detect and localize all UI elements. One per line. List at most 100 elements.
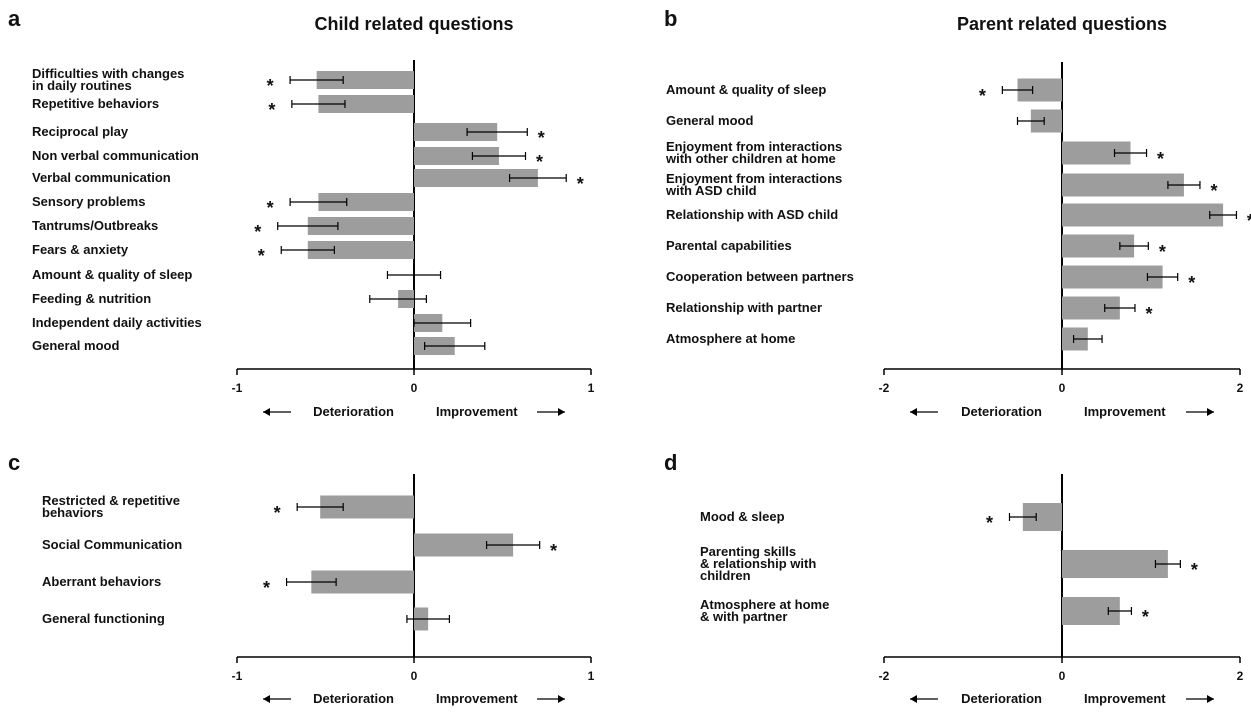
category-label-c-2: Aberrant behaviors (42, 574, 161, 589)
significance-star-a-5: * (267, 198, 274, 218)
bar-a-6 (307, 217, 414, 235)
significance-star-b-6: * (1188, 273, 1195, 293)
x-tick-label-c-2: 1 (588, 669, 595, 683)
bar-b-4 (1062, 203, 1224, 227)
significance-star-b-0: * (979, 86, 986, 106)
category-label-a-10: Independent daily activities (32, 315, 202, 330)
significance-star-b-3: * (1210, 181, 1217, 201)
bar-b-6 (1062, 265, 1163, 289)
category-label-a-7: Fears & anxiety (32, 242, 129, 257)
arrowhead-right-d (1207, 695, 1214, 703)
category-label-a-9: Feeding & nutrition (32, 291, 151, 306)
significance-star-d-0: * (986, 513, 993, 533)
significance-star-b-2: * (1157, 149, 1164, 169)
bar-c-0 (320, 495, 414, 519)
category-label-c-1: Social Communication (42, 537, 182, 552)
arrowhead-left-b (910, 408, 917, 416)
category-label-d-0: Mood & sleep (700, 509, 785, 524)
x-tick-label-b-1: 0 (1059, 381, 1066, 395)
category-label-d-1: Parenting skills & relationship with child… (700, 544, 816, 583)
category-label-a-8: Amount & quality of sleep (32, 267, 192, 282)
bar-b-7 (1062, 296, 1120, 320)
significance-star-a-1: * (268, 100, 275, 120)
x-tick-label-a-2: 1 (588, 381, 595, 395)
category-label-a-4: Verbal communication (32, 170, 171, 185)
arrowhead-left-d (910, 695, 917, 703)
title-panel-a: Child related questions (314, 14, 513, 34)
deterioration-label-c: Deterioration (313, 691, 394, 706)
category-label-c-3: General functioning (42, 611, 165, 626)
significance-star-d-1: * (1191, 560, 1198, 580)
x-tick-label-d-1: 0 (1059, 669, 1066, 683)
category-label-a-6: Tantrums/Outbreaks (32, 218, 158, 233)
significance-star-a-6: * (254, 222, 261, 242)
significance-star-a-7: * (258, 246, 265, 266)
improvement-label-c: Improvement (436, 691, 518, 706)
bar-d-1 (1062, 550, 1168, 578)
category-label-a-3: Non verbal communication (32, 148, 199, 163)
improvement-label-b: Improvement (1084, 404, 1166, 419)
bar-c-2 (311, 570, 414, 594)
bar-a-2 (414, 123, 498, 141)
panel-label-d: d (664, 450, 677, 475)
x-tick-label-d-0: -2 (879, 669, 890, 683)
category-label-a-0: Difficulties with changes in daily routin… (32, 66, 184, 93)
significance-star-c-0: * (274, 503, 281, 523)
bar-b-0 (1017, 78, 1062, 102)
arrowhead-left-c (263, 695, 270, 703)
significance-star-b-4: * (1247, 211, 1251, 231)
deterioration-label-a: Deterioration (313, 404, 394, 419)
significance-star-b-5: * (1159, 242, 1166, 262)
category-label-b-8: Atmosphere at home (666, 331, 795, 346)
x-tick-label-d-2: 2 (1237, 669, 1244, 683)
x-tick-label-a-1: 0 (411, 381, 418, 395)
category-label-b-4: Relationship with ASD child (666, 207, 838, 222)
significance-star-a-2: * (538, 128, 545, 148)
x-tick-label-a-0: -1 (232, 381, 243, 395)
x-tick-label-c-0: -1 (232, 669, 243, 683)
category-label-c-0: Restricted & repetitive behaviors (42, 493, 180, 520)
category-label-b-0: Amount & quality of sleep (666, 82, 826, 97)
significance-star-a-0: * (267, 76, 274, 96)
category-label-b-1: General mood (666, 113, 753, 128)
x-tick-label-b-2: 2 (1237, 381, 1244, 395)
arrowhead-right-b (1207, 408, 1214, 416)
arrowhead-left-a (263, 408, 270, 416)
category-label-b-7: Relationship with partner (666, 300, 822, 315)
x-tick-label-b-0: -2 (879, 381, 890, 395)
bar-a-1 (318, 95, 414, 113)
category-label-a-1: Repetitive behaviors (32, 96, 159, 111)
significance-star-d-2: * (1142, 607, 1149, 627)
panel-label-c: c (8, 450, 20, 475)
arrowhead-right-c (558, 695, 565, 703)
improvement-label-d: Improvement (1084, 691, 1166, 706)
arrowhead-right-a (558, 408, 565, 416)
significance-star-a-4: * (577, 174, 584, 194)
bar-c-1 (414, 533, 514, 557)
deterioration-label-d: Deterioration (961, 691, 1042, 706)
category-label-a-11: General mood (32, 338, 119, 353)
bar-b-1 (1030, 109, 1062, 133)
panel-label-b: b (664, 6, 677, 31)
improvement-label-a: Improvement (436, 404, 518, 419)
bar-b-5 (1062, 234, 1135, 258)
x-tick-label-c-1: 0 (411, 669, 418, 683)
category-label-d-2: Atmosphere at home & with partner (700, 597, 829, 624)
significance-star-c-1: * (550, 541, 557, 561)
category-label-b-5: Parental capabilities (666, 238, 792, 253)
category-label-b-2: Enjoyment from interactions with other ch… (665, 139, 842, 166)
bar-a-5 (318, 193, 414, 211)
bar-a-4 (414, 169, 538, 187)
deterioration-label-b: Deterioration (961, 404, 1042, 419)
bar-b-3 (1062, 173, 1184, 197)
bar-b-2 (1062, 141, 1131, 165)
bar-a-3 (414, 147, 499, 165)
category-label-a-2: Reciprocal play (32, 124, 129, 139)
bar-a-7 (307, 241, 414, 259)
significance-star-c-2: * (263, 578, 270, 598)
category-label-b-3: Enjoyment from interactions with ASD chil… (665, 171, 842, 198)
title-panel-b: Parent related questions (957, 14, 1167, 34)
panel-label-a: a (8, 6, 21, 31)
significance-star-a-3: * (536, 152, 543, 172)
